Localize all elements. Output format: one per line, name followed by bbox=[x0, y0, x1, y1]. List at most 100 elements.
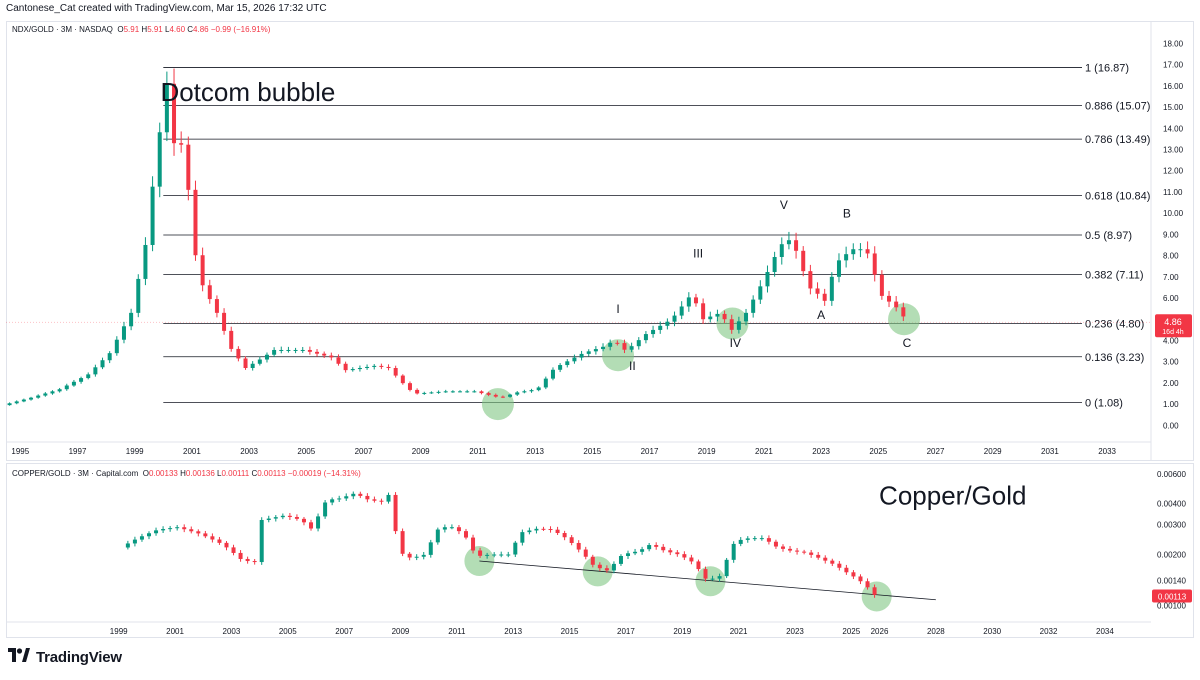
copper-gold-candle bbox=[611, 563, 616, 571]
chart-annotation: Copper/Gold bbox=[879, 481, 1026, 511]
ndx-gold-candle bbox=[515, 392, 520, 395]
ndx-gold-candle bbox=[86, 374, 91, 379]
copper-gold-candle bbox=[604, 568, 609, 571]
copper-gold-candle bbox=[802, 551, 807, 553]
copper-gold-candle bbox=[766, 538, 771, 542]
copper-gold-candle bbox=[231, 547, 236, 553]
last-price-value: 4.86 bbox=[1164, 317, 1182, 327]
copper-gold-candle bbox=[872, 587, 877, 595]
ndx-gold-candle bbox=[801, 250, 806, 272]
ndx-gold-candle bbox=[879, 274, 884, 296]
ndx-gold-candle bbox=[472, 391, 477, 393]
legend-change: −0.00019 (−14.31%) bbox=[287, 469, 361, 478]
ndx-gold-candle bbox=[629, 346, 634, 350]
copper-gold-candle bbox=[780, 546, 785, 549]
time-axis-tick: 2033 bbox=[1098, 447, 1116, 456]
price-axis-tick: 12.00 bbox=[1163, 167, 1184, 176]
time-axis-tick: 2003 bbox=[223, 627, 241, 636]
copper-gold-candle bbox=[661, 546, 666, 551]
time-axis-tick: 2025 bbox=[842, 627, 860, 636]
time-axis-tick: 2019 bbox=[673, 627, 691, 636]
ndx-gold-candle bbox=[415, 389, 420, 394]
time-axis-tick: 2009 bbox=[412, 447, 430, 456]
ndx-gold-candle bbox=[894, 301, 899, 308]
time-axis-tick: 2030 bbox=[983, 627, 1001, 636]
ndx-gold-candle bbox=[658, 325, 663, 330]
copper-gold-candle bbox=[816, 554, 821, 558]
copper-gold-candle bbox=[731, 543, 736, 560]
price-axis-tick: 15.00 bbox=[1163, 103, 1184, 112]
copper-gold-candle bbox=[717, 576, 722, 579]
ndx-gold-candle bbox=[379, 365, 384, 367]
time-axis-tick: 2011 bbox=[469, 447, 487, 456]
copper-gold-candle bbox=[809, 552, 814, 555]
fib-level-label: 0.886 (15.07) bbox=[1085, 101, 1150, 113]
copper-gold-pane[interactable] bbox=[6, 463, 1194, 638]
ndx-gold-candle bbox=[422, 392, 427, 394]
ndx-gold-candle bbox=[751, 299, 756, 313]
ndx-gold-candle bbox=[901, 307, 906, 317]
ndx-gold-candle bbox=[522, 391, 527, 393]
copper-gold-candle bbox=[618, 555, 623, 564]
ndx-gold-candle bbox=[636, 340, 641, 347]
ndx-gold-candle bbox=[708, 316, 713, 320]
ndx-gold-candle bbox=[715, 313, 720, 317]
ndx-gold-candle bbox=[622, 343, 627, 350]
wave-label: C bbox=[903, 336, 912, 350]
price-axis-tick: 2.00 bbox=[1163, 379, 1179, 388]
ndx-gold-candle bbox=[386, 366, 391, 369]
copper-gold-candle bbox=[273, 517, 278, 519]
copper-gold-candle bbox=[513, 542, 518, 555]
ndx-gold-candle bbox=[851, 249, 856, 255]
ndx-gold-candle bbox=[79, 378, 84, 382]
copper-gold-candle bbox=[654, 545, 659, 547]
ndx-gold-candle bbox=[64, 385, 69, 390]
copper-gold-candle bbox=[506, 554, 511, 556]
fib-level-label: 0.5 (8.97) bbox=[1085, 230, 1132, 242]
ndx-gold-candle bbox=[357, 368, 362, 370]
copper-gold-candle bbox=[485, 554, 490, 556]
ndx-gold-candle bbox=[436, 391, 441, 393]
ndx-gold-candle bbox=[114, 339, 119, 354]
copper-gold-candle bbox=[858, 576, 863, 582]
copper-gold-candle bbox=[407, 553, 412, 558]
copper-gold-candle bbox=[548, 529, 553, 531]
price-axis-tick: 4.00 bbox=[1163, 336, 1179, 345]
ndx-gold-candle bbox=[307, 349, 312, 352]
ndx-gold-candle bbox=[143, 244, 148, 279]
tradingview-brand[interactable]: TradingView bbox=[36, 649, 122, 666]
copper-gold-candle bbox=[301, 518, 306, 523]
ndx-gold-candle bbox=[164, 83, 169, 133]
time-axis-tick: 2005 bbox=[279, 627, 297, 636]
ndx-gold-candle bbox=[293, 349, 298, 351]
copper-gold-candle bbox=[435, 529, 440, 543]
price-axis-tick: 9.00 bbox=[1163, 230, 1179, 239]
ndx-gold-candle bbox=[815, 288, 820, 294]
price-axis-tick: 16.00 bbox=[1163, 82, 1184, 91]
ndx-gold-candle bbox=[794, 240, 799, 251]
price-axis-tick: 17.00 bbox=[1163, 61, 1184, 70]
copper-gold-candle bbox=[372, 499, 377, 501]
ndx-gold-candle bbox=[458, 391, 463, 393]
copper-gold-candle bbox=[626, 553, 631, 556]
time-axis-tick: 2007 bbox=[335, 627, 353, 636]
last-price-countdown: 16d 4h bbox=[1162, 329, 1184, 336]
copper-gold-candle bbox=[365, 495, 370, 500]
ndx-gold-candle bbox=[500, 396, 505, 398]
legend-close-label: C bbox=[187, 25, 194, 34]
tradingview-logo-icon[interactable] bbox=[8, 648, 30, 667]
ndx-gold-candle bbox=[250, 363, 255, 369]
time-axis-tick: 2001 bbox=[166, 627, 184, 636]
copper-gold-candle bbox=[358, 493, 363, 496]
footer: TradingView bbox=[8, 648, 122, 667]
ndx-gold-candle bbox=[36, 395, 41, 398]
time-axis-tick: 1995 bbox=[11, 447, 29, 456]
time-axis-tick: 2015 bbox=[561, 627, 579, 636]
fib-level-label: 0.618 (10.84) bbox=[1085, 190, 1150, 202]
highlight-circle bbox=[481, 388, 514, 421]
ndx-gold-pane[interactable] bbox=[6, 21, 1194, 461]
ndx-gold-candle bbox=[543, 378, 548, 388]
legend-symbol: COPPER/GOLD · 3M · Capital.com bbox=[12, 469, 139, 478]
copper-gold-candle bbox=[196, 531, 201, 534]
